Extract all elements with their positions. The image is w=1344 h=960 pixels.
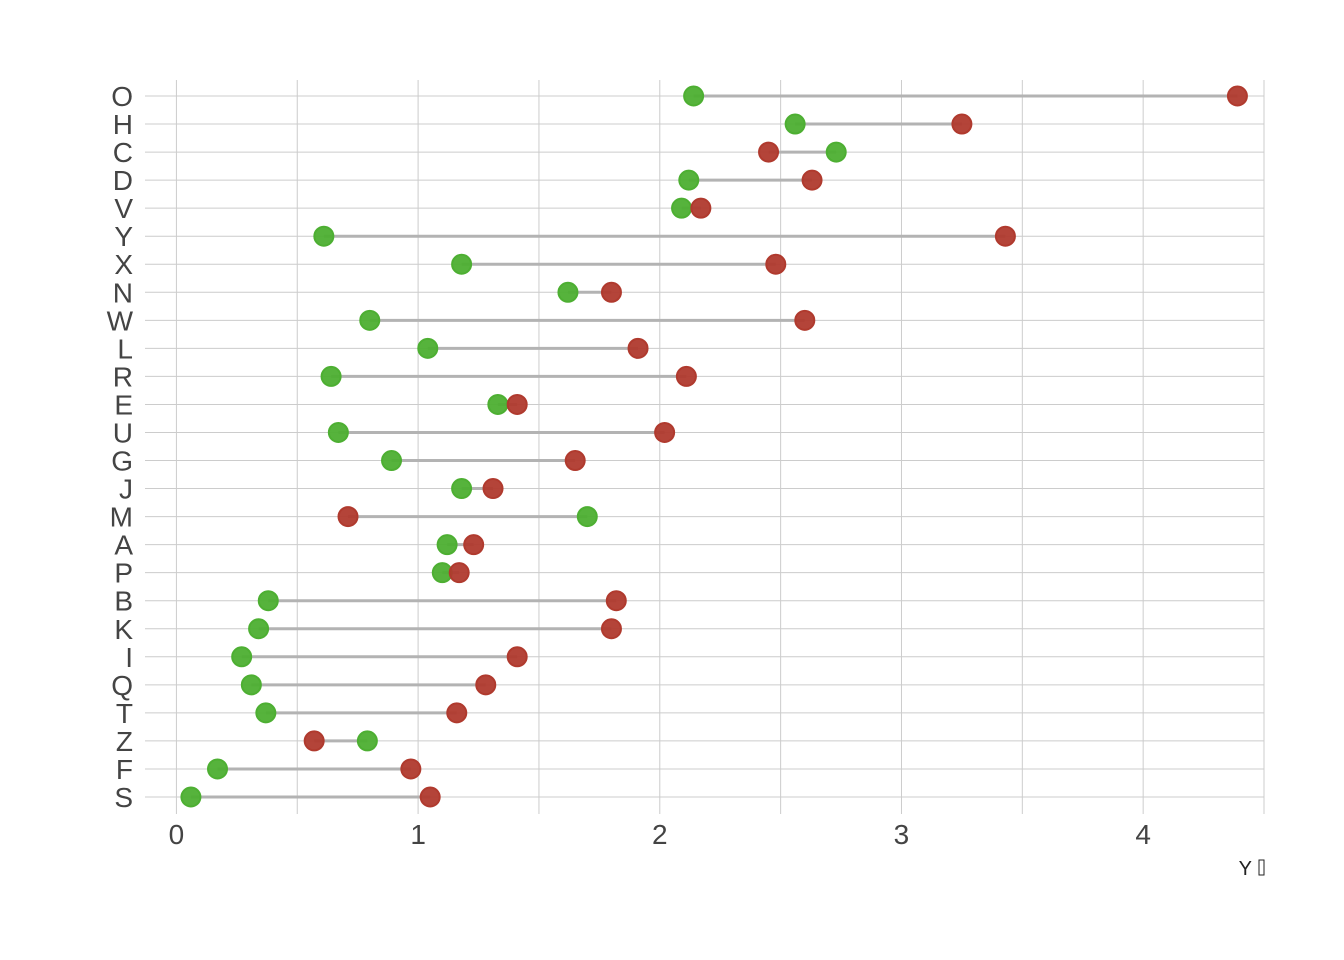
green-point (327, 421, 349, 443)
red-point (463, 534, 485, 556)
green-point (557, 281, 579, 303)
red-point (654, 421, 676, 443)
green-point (487, 393, 509, 415)
y-tick-label: Z (116, 726, 133, 757)
y-tick-label: B (114, 586, 133, 617)
x-tick-label: 2 (652, 819, 668, 850)
green-point (678, 169, 700, 191)
green-point (180, 786, 202, 808)
y-tick-label: H (113, 109, 133, 140)
y-tick-label: G (111, 446, 133, 477)
y-tick-label: Y (114, 221, 133, 252)
x-tick-label: 3 (894, 819, 910, 850)
x-tick-label: 0 (169, 819, 185, 850)
y-tick-label: I (125, 642, 133, 673)
grid-layer (145, 80, 1265, 814)
green-point (784, 113, 806, 135)
green-point (207, 758, 229, 780)
red-point (801, 169, 823, 191)
y-tick-label: X (114, 249, 133, 280)
y-tick-label: D (113, 165, 133, 196)
green-point (683, 85, 705, 107)
y-tick-label: Q (111, 670, 133, 701)
y-tick-label: C (113, 137, 133, 168)
green-point (671, 197, 693, 219)
red-point (564, 450, 586, 472)
y-tick-label: J (119, 474, 133, 505)
green-point (417, 337, 439, 359)
y-tick-label: P (114, 558, 133, 589)
red-point (400, 758, 422, 780)
y-tick-label: N (113, 277, 133, 308)
red-point (994, 225, 1016, 247)
green-point (359, 309, 381, 331)
green-point (248, 618, 270, 640)
y-tick-label: O (111, 81, 133, 112)
red-point (758, 141, 780, 163)
green-point (825, 141, 847, 163)
green-point (320, 365, 342, 387)
y-tick-label: W (107, 305, 134, 336)
x-axis-title-box-icon (1258, 859, 1265, 876)
y-tick-label: M (110, 502, 133, 533)
green-point (255, 702, 277, 724)
red-point (627, 337, 649, 359)
red-point (765, 253, 787, 275)
green-point (313, 225, 335, 247)
y-tick-label: T (116, 698, 133, 729)
red-point (419, 786, 441, 808)
red-point (475, 674, 497, 696)
green-point (381, 450, 403, 472)
red-point (1226, 85, 1248, 107)
x-axis-title: Y (1239, 858, 1252, 880)
green-point (451, 253, 473, 275)
y-tick-label: U (113, 417, 133, 448)
y-tick-label: F (116, 754, 133, 785)
y-tick-label: K (114, 614, 133, 645)
red-point (337, 506, 359, 528)
y-tick-label: S (114, 782, 133, 813)
y-tick-label: A (114, 530, 133, 561)
red-point (600, 281, 622, 303)
y-tick-label: L (117, 333, 133, 364)
red-point (506, 646, 528, 668)
y-tick-label: E (114, 389, 133, 420)
red-point (690, 197, 712, 219)
green-point (451, 478, 473, 500)
green-point (240, 674, 262, 696)
red-point (303, 730, 325, 752)
red-point (448, 562, 470, 584)
segment-layer (190, 94, 1238, 799)
green-point (231, 646, 253, 668)
red-point (600, 618, 622, 640)
point-layer (180, 85, 1248, 808)
red-point (675, 365, 697, 387)
x-tick-label: 1 (410, 819, 426, 850)
green-point (436, 534, 458, 556)
x-tick-label: 4 (1135, 819, 1151, 850)
y-tick-label: R (113, 361, 133, 392)
green-point (257, 590, 279, 612)
red-point (794, 309, 816, 331)
green-point (356, 730, 378, 752)
red-point (605, 590, 627, 612)
red-point (506, 393, 528, 415)
red-point (446, 702, 468, 724)
red-point (482, 478, 504, 500)
green-point (576, 506, 598, 528)
red-point (951, 113, 973, 135)
y-tick-label: V (114, 193, 133, 224)
